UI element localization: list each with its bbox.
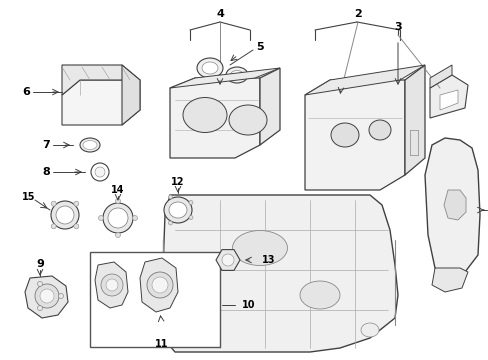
Polygon shape [170,78,260,158]
Ellipse shape [330,123,358,147]
Ellipse shape [299,281,339,309]
Ellipse shape [83,140,97,149]
Text: 14: 14 [111,185,124,195]
Ellipse shape [38,306,42,311]
Polygon shape [443,190,465,220]
Ellipse shape [51,201,56,206]
Ellipse shape [147,272,173,298]
Ellipse shape [132,216,137,220]
Text: 11: 11 [155,339,168,349]
Ellipse shape [101,274,123,296]
Ellipse shape [51,224,56,229]
Ellipse shape [197,58,223,78]
Ellipse shape [230,71,243,80]
Ellipse shape [74,201,79,206]
Ellipse shape [106,279,118,291]
Text: 10: 10 [242,300,255,310]
Ellipse shape [56,206,74,224]
Ellipse shape [163,197,192,223]
Text: 9: 9 [36,259,44,269]
Polygon shape [439,90,457,110]
Polygon shape [170,68,280,88]
Polygon shape [429,75,467,118]
Ellipse shape [184,279,215,301]
Ellipse shape [360,323,378,337]
Ellipse shape [225,67,247,83]
Ellipse shape [74,224,79,229]
Ellipse shape [202,62,218,74]
Text: 6: 6 [22,87,30,97]
Ellipse shape [59,293,63,298]
Ellipse shape [38,282,42,286]
Ellipse shape [168,221,172,225]
Ellipse shape [91,163,109,181]
Ellipse shape [95,167,105,177]
Ellipse shape [188,201,193,204]
Polygon shape [305,80,404,190]
Ellipse shape [183,98,226,132]
Polygon shape [62,65,140,95]
Polygon shape [140,258,178,312]
Text: 7: 7 [42,140,50,150]
Text: 2: 2 [353,9,361,19]
Ellipse shape [168,195,172,199]
Text: 8: 8 [42,167,50,177]
Ellipse shape [35,284,59,308]
Ellipse shape [115,233,120,238]
Text: 1: 1 [486,205,488,215]
Text: 15: 15 [22,192,36,202]
Ellipse shape [169,202,186,218]
Polygon shape [25,276,68,318]
Text: 4: 4 [216,9,224,19]
Ellipse shape [51,201,79,229]
Ellipse shape [188,216,193,220]
Polygon shape [404,65,424,175]
Text: 13: 13 [262,255,275,265]
Ellipse shape [115,198,120,203]
Text: 12: 12 [171,177,184,187]
Polygon shape [429,65,451,88]
Ellipse shape [368,120,390,140]
Bar [90,252,220,347]
Text: 5: 5 [256,42,263,52]
Polygon shape [424,138,479,278]
Ellipse shape [228,105,266,135]
Polygon shape [216,249,240,270]
Ellipse shape [103,203,133,233]
Ellipse shape [222,254,234,266]
Ellipse shape [40,289,54,303]
Polygon shape [162,195,397,352]
Ellipse shape [108,208,128,228]
Polygon shape [260,68,280,145]
Text: 3: 3 [393,22,401,32]
Polygon shape [62,80,140,125]
Ellipse shape [152,277,168,293]
Polygon shape [431,268,467,292]
Polygon shape [95,262,128,308]
Polygon shape [122,65,140,125]
Ellipse shape [232,230,287,266]
Polygon shape [305,65,424,95]
Ellipse shape [80,138,100,152]
Ellipse shape [98,216,103,220]
